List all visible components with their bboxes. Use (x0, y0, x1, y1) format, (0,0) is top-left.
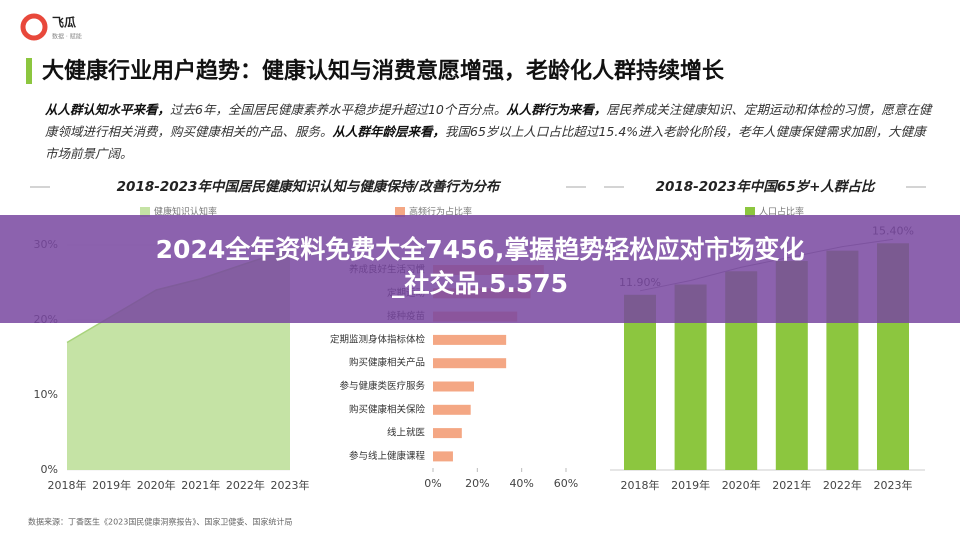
logo-tagline: 数据 · 赋能 (52, 33, 82, 41)
intro: 从人群认知水平来看，过去6年，全国居民健康素养水平稳步提升超过10个百分点。从人… (45, 99, 935, 165)
bar (433, 451, 453, 462)
bar (433, 334, 507, 345)
x-tick-label: 0% (424, 477, 441, 490)
bar (433, 358, 507, 369)
x-tick-label: 20% (465, 477, 489, 490)
legend-swatch (395, 207, 405, 217)
category-label: 购买健康相关产品 (349, 357, 425, 369)
legend-label: 健康知识认知率 (154, 206, 217, 218)
section-title: 2018-2023年中国居民健康知识认知与健康保持/改善行为分布 (117, 179, 502, 195)
x-tick-label: 2021年 (772, 478, 811, 492)
legend-swatch (745, 207, 755, 217)
y-tick-label: 10% (34, 388, 58, 401)
title-bar (26, 58, 32, 84)
x-tick-label: 2021年 (181, 478, 220, 492)
bar (433, 381, 475, 392)
section-title: 2018-2023年中国65岁+人群占比 (656, 179, 876, 195)
x-tick-label: 2019年 (92, 478, 131, 492)
x-tick-label: 2018年 (48, 478, 87, 492)
intro-text: 从人群认知水平来看， (45, 102, 171, 117)
legend-label: 高频行为占比率 (409, 206, 472, 218)
intro-text: 从人群年龄层来看， (332, 124, 446, 139)
bar (433, 404, 471, 415)
x-tick-label: 2020年 (722, 478, 761, 492)
category-label: 参与线上健康课程 (349, 450, 426, 462)
logo-name: 飞瓜 (52, 16, 76, 30)
category-label: 定期监测身体指标体检 (330, 333, 426, 345)
intro-text: 从人群行为来看， (506, 102, 607, 117)
x-tick-label: 60% (554, 477, 578, 490)
banner: 2024全年资料免费大全7456,掌握趋势轻松应对市场变化 _社交品.5.575 (0, 215, 960, 323)
x-tick-label: 2023年 (874, 478, 913, 492)
x-tick-label: 2022年 (823, 478, 862, 492)
source: 数据来源：丁香医生《2023国民健康洞察报告》、国家卫健委、国家统计局 (28, 517, 292, 527)
y-tick-label: 0% (41, 463, 58, 476)
x-tick-label: 2018年 (621, 478, 660, 492)
x-tick-label: 2019年 (671, 478, 710, 492)
bar (433, 428, 462, 439)
intro-text: 我国65岁以上人口占比超过15.4%进入老龄化阶段，老年人健康保健需求加剧，大健… (45, 124, 926, 161)
legend-swatch (140, 207, 150, 217)
x-tick-label: 2022年 (226, 478, 265, 492)
x-tick-label: 2023年 (271, 478, 310, 492)
category-label: 参与健康类医疗服务 (339, 380, 425, 392)
x-tick-label: 40% (509, 477, 533, 490)
intro-text: 居民养成关注健康知识、定期运动和体检的习惯，愿意在健康领域进行相关消费，购买健康… (45, 102, 932, 139)
bar (624, 294, 656, 470)
x-tick-label: 2020年 (137, 478, 176, 492)
category-label: 购买健康相关保险 (349, 403, 426, 415)
banner-line: 2024全年资料免费大全7456,掌握趋势轻松应对市场变化 (155, 235, 805, 264)
intro-text: 过去6年，全国居民健康素养水平稳步提升超过10个百分点。 (170, 102, 507, 117)
banner-line: _社交品.5.575 (391, 269, 569, 298)
logo-icon (20, 13, 48, 41)
legend-label: 人口占比率 (759, 206, 804, 218)
category-label: 线上就医 (387, 427, 426, 439)
title: 大健康行业用户趋势：健康认知与消费意愿增强，老龄化人群持续增长 (42, 58, 725, 84)
